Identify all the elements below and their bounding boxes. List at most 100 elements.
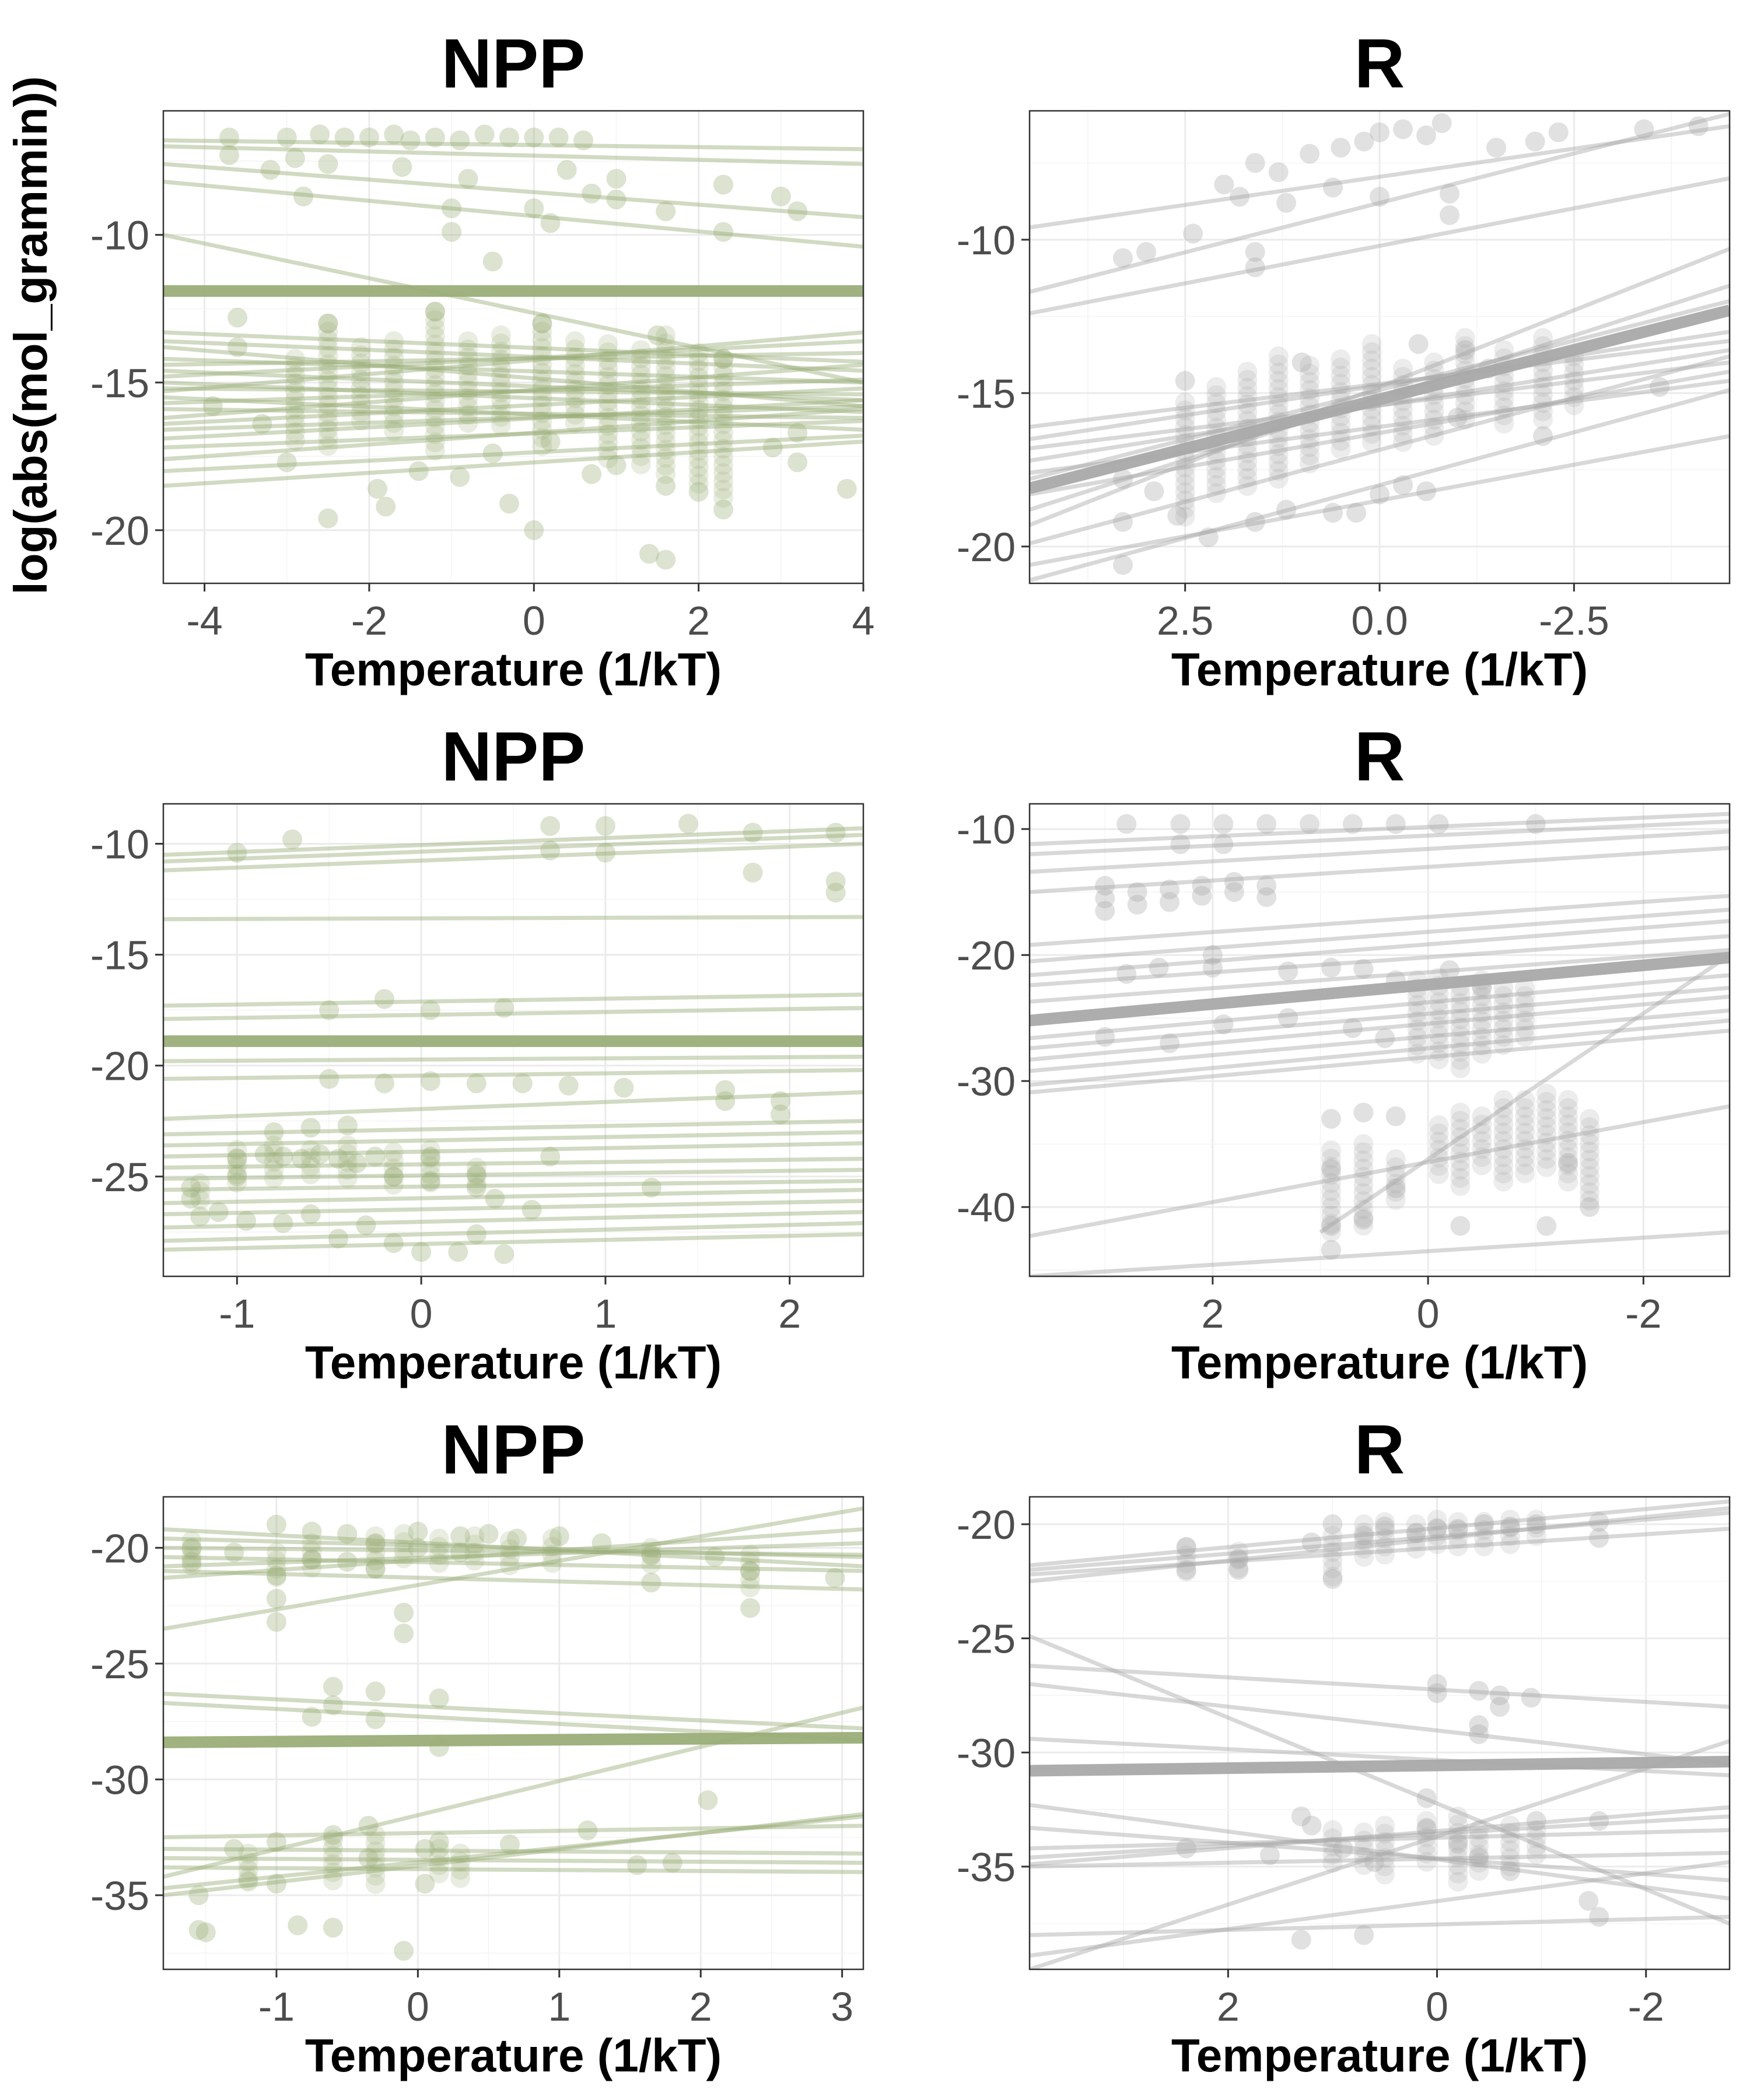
data-point	[1192, 886, 1212, 906]
data-point	[598, 374, 618, 395]
data-point	[1429, 1131, 1449, 1152]
data-point	[1450, 1160, 1471, 1180]
data-point	[606, 189, 626, 209]
data-point	[420, 1156, 440, 1177]
data-point	[1525, 131, 1545, 152]
data-point	[429, 1863, 449, 1884]
data-point	[1500, 1840, 1520, 1860]
data-point	[491, 407, 511, 427]
data-point	[540, 432, 561, 452]
regression-line	[1030, 1915, 1730, 1937]
data-point	[1385, 814, 1406, 834]
data-point	[788, 422, 808, 443]
data-point	[1407, 1019, 1427, 1040]
x-axis-title: Temperature (1/kT)	[305, 2029, 722, 2081]
data-point	[688, 482, 709, 502]
data-point	[1393, 407, 1413, 428]
data-point	[491, 325, 511, 345]
data-point	[383, 1167, 404, 1187]
data-point	[365, 1833, 386, 1853]
data-point	[351, 354, 371, 373]
data-point	[688, 343, 709, 363]
regression-line	[163, 407, 863, 420]
data-point	[266, 1542, 286, 1563]
data-point	[825, 822, 846, 843]
data-point	[1474, 1528, 1494, 1549]
data-point	[1353, 1216, 1374, 1236]
data-point	[190, 1189, 211, 1210]
data-point	[494, 998, 514, 1018]
data-point	[641, 1545, 662, 1565]
data-point	[499, 127, 519, 148]
data-point	[522, 1199, 542, 1220]
data-point	[688, 392, 709, 412]
data-point	[429, 1536, 449, 1557]
data-point	[365, 1526, 386, 1546]
data-point	[1321, 957, 1341, 978]
data-point	[1424, 360, 1444, 381]
data-point	[1472, 995, 1492, 1015]
data-point	[1362, 350, 1382, 370]
data-point	[1237, 394, 1258, 415]
data-point	[656, 431, 676, 452]
data-point	[276, 127, 297, 148]
data-point	[300, 1140, 321, 1160]
data-point	[1429, 1000, 1449, 1021]
data-point	[1450, 1050, 1471, 1070]
data-point	[1321, 1159, 1341, 1180]
data-point	[1300, 372, 1320, 392]
data-point	[266, 1559, 286, 1579]
data-point	[1353, 1191, 1374, 1212]
data-point	[1214, 174, 1234, 195]
data-point	[1450, 1001, 1471, 1021]
data-point	[392, 157, 412, 177]
regression-line	[163, 1527, 863, 1569]
data-point	[365, 1849, 386, 1870]
data-point	[1268, 354, 1289, 374]
regression-line	[1030, 1850, 1730, 1869]
data-point	[532, 428, 552, 448]
data-point	[1472, 1035, 1492, 1056]
data-point	[1175, 416, 1195, 437]
data-point	[358, 1815, 379, 1836]
data-point	[1245, 153, 1265, 173]
regression-line	[163, 395, 863, 432]
data-point	[1493, 1010, 1514, 1031]
regression-line	[163, 1692, 863, 1731]
data-point	[1228, 1541, 1249, 1562]
data-point	[394, 1540, 414, 1560]
data-point	[236, 1210, 257, 1231]
data-point	[458, 363, 478, 384]
regression-line	[1319, 953, 1730, 1234]
data-point	[1278, 961, 1298, 982]
data-point	[425, 416, 445, 436]
data-point	[1526, 1518, 1546, 1538]
data-point	[1500, 1815, 1520, 1836]
data-point	[1385, 1190, 1406, 1210]
data-point	[1175, 370, 1195, 391]
data-point	[598, 383, 618, 403]
data-point	[549, 1526, 569, 1546]
plot-area	[1030, 111, 1730, 583]
data-point	[1353, 1183, 1374, 1203]
data-point	[425, 400, 445, 420]
data-point	[713, 447, 733, 467]
panel-frame	[1028, 1496, 1731, 1971]
data-point	[318, 411, 338, 432]
data-point	[1321, 1240, 1341, 1260]
data-point	[1472, 986, 1492, 1007]
data-point	[466, 1174, 487, 1194]
data-point	[1323, 177, 1343, 198]
data-point	[614, 1077, 634, 1098]
data-point	[376, 496, 396, 517]
data-point	[1224, 882, 1244, 902]
data-point	[713, 414, 733, 435]
data-point	[1353, 1208, 1374, 1228]
panel-6: 2 0 -2 -20 -25 -30 -35 R Temperature (1/kT)	[957, 1410, 1731, 2081]
data-point	[1494, 414, 1514, 434]
regression-line	[1030, 1814, 1730, 1860]
data-point	[542, 1553, 562, 1573]
regression-line	[1030, 1028, 1730, 1095]
data-point	[1374, 1856, 1395, 1877]
data-point	[678, 814, 698, 834]
